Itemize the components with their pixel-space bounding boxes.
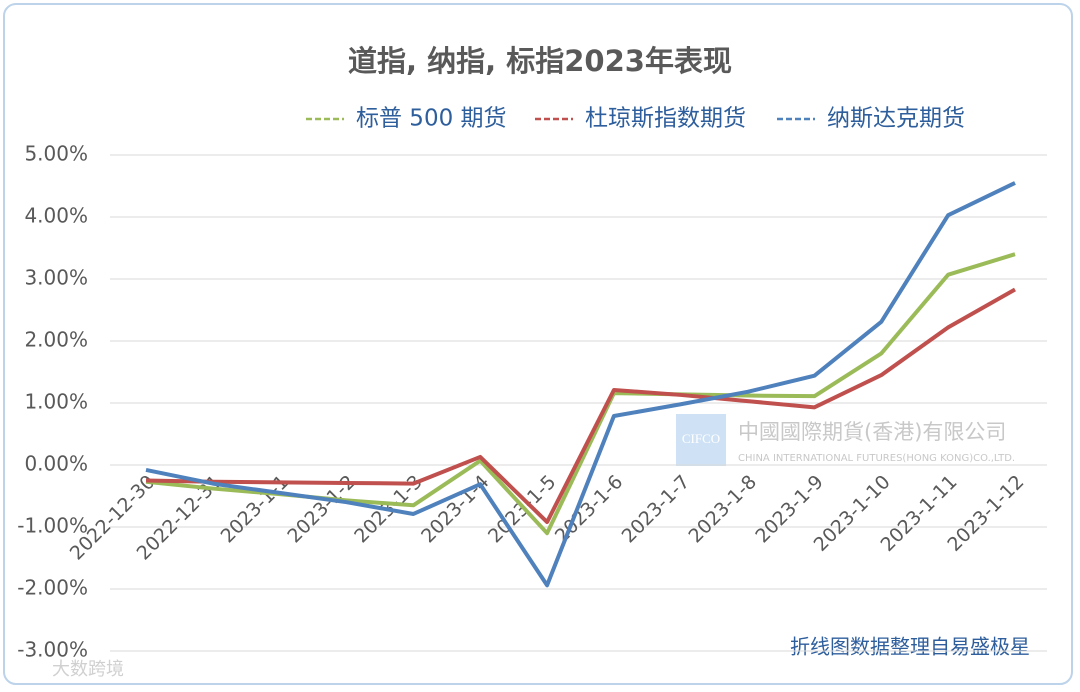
line-series [145, 287, 1016, 525]
y-tick-label: 2.00% [24, 328, 88, 352]
chart-title: 道指, 纳指, 标指2023年表现 [348, 44, 732, 78]
legend-label: 标普 500 期货 [356, 106, 507, 132]
logo-text: CIFCO [682, 431, 720, 446]
line-series [145, 181, 1016, 588]
watermark-corner: 大数跨境 [52, 659, 124, 680]
watermark: 中國國際期貨(香港)有限公司 [738, 420, 1006, 444]
y-tick-label: 1.00% [24, 390, 88, 414]
source-note: 折线图数据整理自易盛极星 [790, 635, 1030, 659]
y-tick-label: -1.00% [17, 514, 88, 538]
legend-label: 杜琼斯指数期货 [585, 106, 746, 132]
y-tick-label: 5.00% [24, 142, 88, 166]
watermark-sub: CHINA INTERNATIONAL FUTURES(HONG KONG)CO… [738, 453, 1015, 464]
frame [3, 3, 1073, 685]
y-tick-label: -3.00% [17, 638, 88, 662]
logo-box [676, 414, 726, 466]
y-tick-label: 3.00% [24, 266, 88, 290]
legend-label: 纳斯达克期货 [827, 106, 965, 132]
y-tick-label: -2.00% [17, 576, 88, 600]
y-tick-label: 4.00% [24, 204, 88, 228]
y-tick-label: 0.00% [24, 452, 88, 476]
